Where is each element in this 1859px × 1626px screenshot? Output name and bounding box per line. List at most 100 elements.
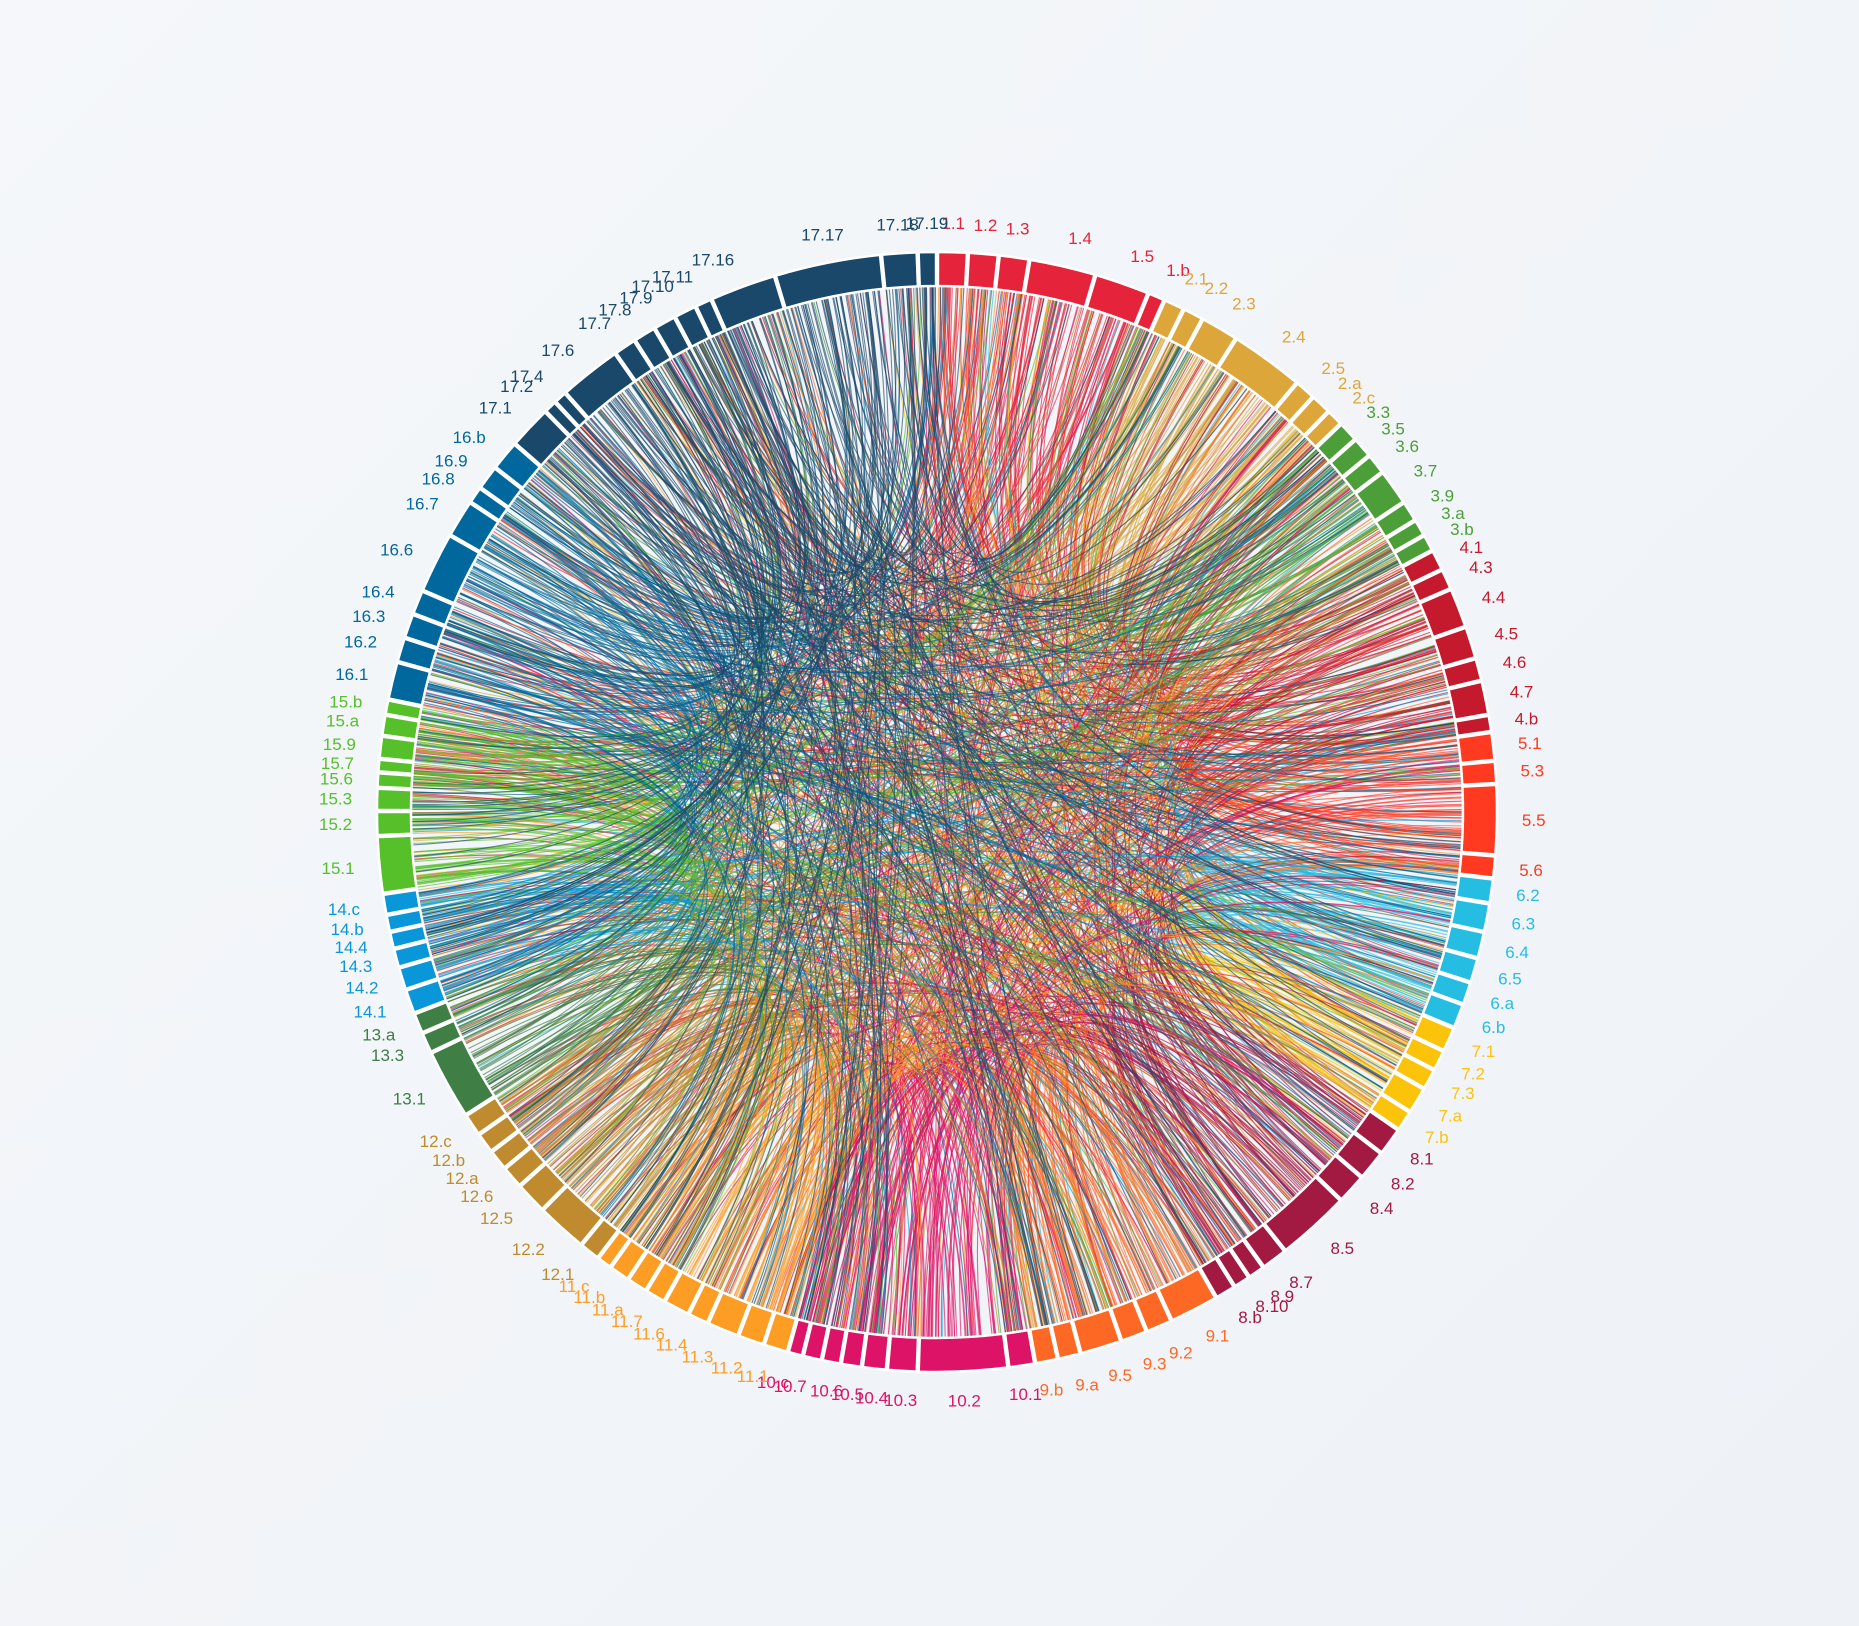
target-arc-14.4[interactable] xyxy=(388,924,429,950)
target-arc-14.b[interactable] xyxy=(385,908,425,933)
target-arc-10.3[interactable] xyxy=(886,1334,920,1373)
target-arc-17.19[interactable] xyxy=(917,250,938,288)
target-arc-9.a[interactable] xyxy=(1050,1319,1082,1361)
target-arc-15.3[interactable] xyxy=(375,787,413,812)
target-arc-2.2[interactable] xyxy=(1167,308,1204,351)
target-arc-3.5[interactable] xyxy=(1328,438,1371,479)
target-arc-3.7[interactable] xyxy=(1354,471,1405,523)
target-arc-6.b[interactable] xyxy=(1421,992,1465,1029)
target-arc-7.a[interactable] xyxy=(1379,1070,1426,1113)
target-arc-8.4[interactable] xyxy=(1315,1153,1363,1202)
target-arc-15.b[interactable] xyxy=(384,698,424,722)
target-arc-1.2[interactable] xyxy=(965,251,1000,291)
target-arc-6.a[interactable] xyxy=(1429,971,1472,1006)
target-arc-1.1[interactable] xyxy=(936,250,969,289)
target-arc-1.4[interactable] xyxy=(1023,258,1097,309)
target-arc-5.6[interactable] xyxy=(1457,852,1497,880)
target-arc-17.18[interactable] xyxy=(880,251,920,290)
target-arc-16.2[interactable] xyxy=(396,637,439,672)
target-arc-9.5[interactable] xyxy=(1071,1307,1122,1355)
target-arc-11.2[interactable] xyxy=(737,1302,775,1346)
target-arc-17.16[interactable] xyxy=(710,274,786,332)
target-arc-17.17[interactable] xyxy=(774,253,885,310)
target-arc-16.9[interactable] xyxy=(479,466,524,509)
target-arc-10.4[interactable] xyxy=(861,1331,891,1372)
target-arc-15.7[interactable] xyxy=(377,758,415,776)
target-arc-4.3[interactable] xyxy=(1409,568,1452,604)
target-arc-14.c[interactable] xyxy=(381,888,422,916)
target-arc-12.2[interactable] xyxy=(541,1184,605,1246)
target-arc-7.b[interactable] xyxy=(1368,1092,1412,1131)
target-arc-16.b[interactable] xyxy=(494,442,542,490)
target-arc-5.1[interactable] xyxy=(1456,731,1496,765)
target-arc-11.6[interactable] xyxy=(663,1270,705,1316)
target-arc-8.b[interactable] xyxy=(1198,1256,1236,1299)
target-arc-16.4[interactable] xyxy=(411,589,456,627)
target-arc-14.3[interactable] xyxy=(392,940,434,969)
target-arc-17.9[interactable] xyxy=(653,315,692,360)
target-arc-7.1[interactable] xyxy=(1411,1013,1455,1052)
target-arc-12.b[interactable] xyxy=(477,1113,520,1153)
target-arc-9.b[interactable] xyxy=(1028,1324,1059,1365)
target-arc-2.5[interactable] xyxy=(1273,381,1314,424)
target-arc-12.1[interactable] xyxy=(580,1217,620,1260)
target-arc-17.11[interactable] xyxy=(694,298,726,339)
target-arc-12.5[interactable] xyxy=(518,1162,568,1211)
target-arc-8.9[interactable] xyxy=(1229,1238,1265,1279)
target-arc-1.b[interactable] xyxy=(1134,292,1166,333)
target-arc-7.3[interactable] xyxy=(1393,1053,1436,1090)
target-arc-3.b[interactable] xyxy=(1393,534,1434,568)
target-arc-10.1[interactable] xyxy=(1003,1328,1036,1369)
target-arc-11.4[interactable] xyxy=(687,1282,723,1325)
target-arc-1.3[interactable] xyxy=(994,254,1030,295)
target-arc-15.2[interactable] xyxy=(375,810,413,837)
target-arc-16.6[interactable] xyxy=(421,534,481,605)
target-arc-9.3[interactable] xyxy=(1109,1298,1148,1343)
target-arc-3.6[interactable] xyxy=(1341,454,1384,495)
target-arc-11.3[interactable] xyxy=(707,1290,752,1337)
target-arc-16.7[interactable] xyxy=(448,501,500,553)
target-arc-11.b[interactable] xyxy=(609,1238,648,1281)
target-arc-10.c[interactable] xyxy=(787,1317,812,1357)
target-arc-16.3[interactable] xyxy=(403,613,447,650)
target-arc-15.1[interactable] xyxy=(376,834,418,895)
target-arc-14.2[interactable] xyxy=(397,957,440,991)
target-arc-1.5[interactable] xyxy=(1085,273,1150,327)
target-arc-6.5[interactable] xyxy=(1436,948,1479,984)
target-arc-10.2[interactable] xyxy=(917,1332,1009,1374)
target-arc-4.4[interactable] xyxy=(1418,588,1467,639)
target-arc-14.1[interactable] xyxy=(404,978,448,1015)
target-arc-10.5[interactable] xyxy=(840,1328,867,1369)
target-arc-17.1[interactable] xyxy=(513,410,571,468)
target-arc-15.a[interactable] xyxy=(380,714,421,741)
target-arc-10.7[interactable] xyxy=(802,1321,830,1362)
target-arc-16.1[interactable] xyxy=(387,661,432,707)
target-arc-17.2[interactable] xyxy=(544,401,580,437)
target-arc-11.1[interactable] xyxy=(763,1310,798,1354)
target-arc-4.7[interactable] xyxy=(1447,680,1490,722)
target-arc-5.5[interactable] xyxy=(1460,783,1499,856)
target-arc-17.6[interactable] xyxy=(564,352,636,420)
target-arc-17.4[interactable] xyxy=(554,391,590,429)
target-arc-3.9[interactable] xyxy=(1374,501,1417,539)
target-arc-4.6[interactable] xyxy=(1441,657,1483,690)
target-arc-16.8[interactable] xyxy=(469,487,510,523)
target-arc-15.9[interactable] xyxy=(378,735,418,763)
target-arc-2.a[interactable] xyxy=(1289,395,1330,437)
target-arc-8.2[interactable] xyxy=(1334,1131,1383,1179)
target-arc-6.3[interactable] xyxy=(1449,897,1491,933)
target-arc-2.1[interactable] xyxy=(1149,298,1185,342)
target-arc-8.5[interactable] xyxy=(1262,1175,1342,1252)
target-arc-13.1[interactable] xyxy=(430,1037,496,1116)
target-arc-12.c[interactable] xyxy=(464,1095,509,1136)
target-arc-9.2[interactable] xyxy=(1133,1288,1173,1333)
target-arc-11.a[interactable] xyxy=(627,1249,665,1292)
target-arc-5.3[interactable] xyxy=(1459,760,1498,787)
target-arc-9.1[interactable] xyxy=(1156,1266,1218,1322)
target-arc-3.a[interactable] xyxy=(1384,519,1426,554)
target-arc-4.1[interactable] xyxy=(1400,549,1444,586)
target-arc-2.4[interactable] xyxy=(1216,337,1298,411)
target-arc-7.2[interactable] xyxy=(1402,1035,1445,1071)
target-arc-8.10[interactable] xyxy=(1215,1247,1250,1288)
target-arc-17.7[interactable] xyxy=(614,339,655,383)
